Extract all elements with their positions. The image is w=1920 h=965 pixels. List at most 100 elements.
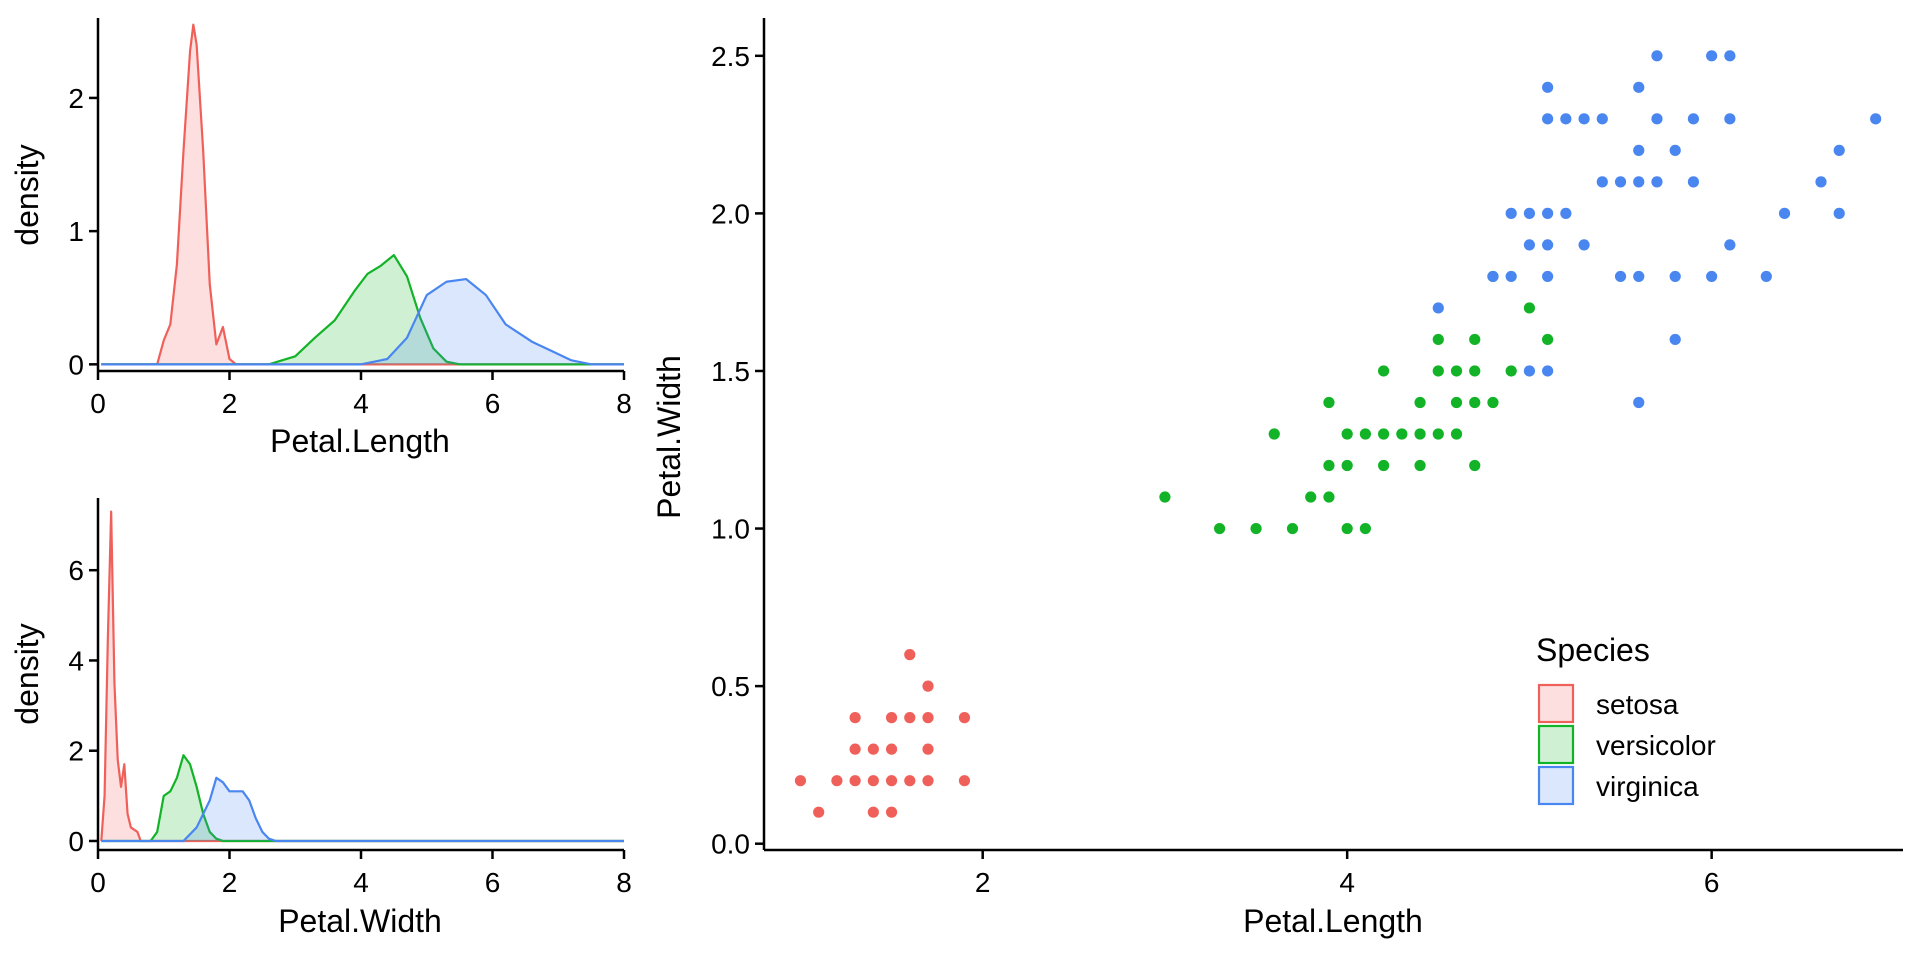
y-tick-label: 1.5 [711, 356, 750, 387]
point-versicolor [1469, 333, 1481, 346]
legend-label-setosa: setosa [1596, 689, 1679, 720]
point-versicolor [1450, 428, 1463, 440]
y-tick-label: 1 [68, 216, 84, 247]
point-versicolor [1341, 459, 1353, 472]
point-virginica [1669, 144, 1681, 156]
point-versicolor [1414, 396, 1426, 409]
y-tick-label: 0.0 [711, 829, 750, 860]
point-versicolor [1323, 396, 1335, 409]
point-versicolor [1250, 522, 1262, 535]
point-versicolor [1323, 491, 1335, 503]
point-versicolor [1414, 428, 1426, 440]
point-versicolor [1469, 396, 1481, 409]
point-setosa [885, 712, 898, 724]
point-setosa [922, 775, 934, 787]
point-virginica [1542, 270, 1554, 283]
y-axis-label: density [9, 623, 45, 724]
point-versicolor [1268, 428, 1280, 440]
point-versicolor [1341, 428, 1353, 440]
point-virginica [1815, 176, 1827, 188]
y-tick-label: 4 [68, 645, 84, 676]
density-line-virginica [101, 277, 624, 366]
y-tick-label: 0.5 [711, 671, 750, 702]
point-virginica [1505, 270, 1517, 283]
point-setosa [958, 775, 971, 787]
point-virginica [1724, 239, 1736, 251]
density-petal-width-panel: 0 2 4 6 8 0 2 4 6 Petal.Width density [9, 498, 632, 939]
axes: 0 2 4 6 8 0 2 4 6 [68, 498, 632, 898]
point-versicolor [1359, 428, 1371, 440]
point-versicolor [1469, 365, 1481, 377]
point-virginica [1578, 239, 1590, 251]
x-tick-label: 8 [616, 867, 632, 898]
y-tick-label: 2.0 [711, 198, 750, 229]
axes: 2 4 6 0.0 0.5 1.0 1.5 2.0 2.5 [711, 18, 1903, 898]
point-setosa [922, 712, 934, 724]
point-virginica [1614, 270, 1627, 283]
x-tick-label: 4 [1339, 867, 1355, 898]
point-virginica [1432, 302, 1444, 314]
legend-items: setosa versicolor virginica [1537, 683, 1716, 806]
point-versicolor [1323, 459, 1335, 472]
point-versicolor [1159, 491, 1171, 503]
y-tick-label: 2.5 [711, 41, 750, 72]
density-line-versicolor [101, 754, 624, 843]
point-virginica [1706, 270, 1718, 283]
point-virginica [1870, 113, 1882, 125]
x-axis-label: Petal.Width [278, 903, 442, 939]
point-setosa [904, 775, 916, 787]
point-virginica [1523, 365, 1536, 377]
point-versicolor [1214, 522, 1226, 535]
density-curves [100, 510, 625, 843]
density-line-setosa [100, 510, 624, 843]
legend-key-virginica [1537, 765, 1575, 806]
point-virginica [1651, 176, 1663, 188]
point-virginica [1669, 270, 1681, 283]
y-tick-label: 0 [68, 826, 84, 857]
point-virginica [1633, 144, 1645, 156]
point-versicolor [1305, 491, 1317, 503]
point-setosa [885, 743, 898, 755]
x-tick-label: 4 [353, 867, 369, 898]
point-virginica [1542, 239, 1554, 251]
x-tick-label: 0 [90, 388, 106, 419]
density-line-versicolor [101, 254, 624, 366]
point-setosa [849, 743, 861, 755]
x-axis-label: Petal.Length [270, 423, 450, 459]
point-setosa [867, 743, 879, 755]
x-tick-label: 8 [616, 388, 632, 419]
legend-label-versicolor: versicolor [1596, 730, 1716, 761]
point-versicolor [1414, 459, 1426, 472]
point-setosa [813, 806, 825, 818]
y-axis-label: density [9, 144, 45, 245]
x-tick-label: 6 [485, 867, 501, 898]
point-versicolor [1378, 365, 1390, 377]
point-virginica [1778, 207, 1791, 219]
point-virginica [1542, 113, 1554, 125]
point-versicolor [1378, 459, 1390, 472]
point-versicolor [1450, 396, 1463, 409]
point-setosa [922, 743, 934, 755]
point-versicolor [1378, 428, 1390, 440]
x-tick-label: 2 [975, 867, 991, 898]
legend: Species setosa versicolor virginica [1536, 632, 1716, 806]
point-virginica [1578, 113, 1590, 125]
point-versicolor [1341, 522, 1353, 535]
point-virginica [1542, 81, 1554, 93]
point-virginica [1669, 333, 1681, 346]
point-versicolor [1542, 333, 1554, 346]
legend-label-virginica: virginica [1596, 771, 1699, 802]
x-tick-label: 4 [353, 388, 369, 419]
x-tick-label: 6 [485, 388, 501, 419]
x-axis-label: Petal.Length [1243, 903, 1423, 939]
point-virginica [1651, 50, 1663, 62]
legend-key-versicolor [1537, 724, 1575, 765]
point-virginica [1724, 50, 1736, 62]
point-versicolor [1523, 302, 1536, 314]
density-line-virginica [101, 776, 624, 843]
point-versicolor [1286, 522, 1299, 535]
point-setosa [794, 775, 807, 787]
density-area-virginica [101, 279, 625, 365]
y-axis-label: Petal.Width [651, 355, 687, 519]
